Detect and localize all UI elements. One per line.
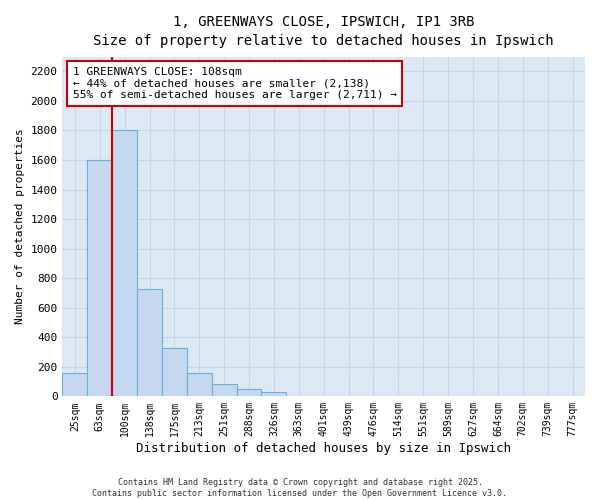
Bar — [162, 348, 187, 397]
Title: 1, GREENWAYS CLOSE, IPSWICH, IP1 3RB
Size of property relative to detached house: 1, GREENWAYS CLOSE, IPSWICH, IP1 3RB Siz… — [94, 15, 554, 48]
Bar — [112, 130, 137, 396]
Bar — [212, 384, 236, 396]
Bar — [62, 372, 88, 396]
Text: 1 GREENWAYS CLOSE: 108sqm
← 44% of detached houses are smaller (2,138)
55% of se: 1 GREENWAYS CLOSE: 108sqm ← 44% of detac… — [73, 67, 397, 100]
Y-axis label: Number of detached properties: Number of detached properties — [15, 128, 25, 324]
Bar — [137, 288, 162, 397]
X-axis label: Distribution of detached houses by size in Ipswich: Distribution of detached houses by size … — [136, 442, 511, 455]
Bar — [262, 392, 286, 396]
Bar — [236, 389, 262, 396]
Text: Contains HM Land Registry data © Crown copyright and database right 2025.
Contai: Contains HM Land Registry data © Crown c… — [92, 478, 508, 498]
Bar — [187, 372, 212, 396]
Bar — [88, 160, 112, 396]
